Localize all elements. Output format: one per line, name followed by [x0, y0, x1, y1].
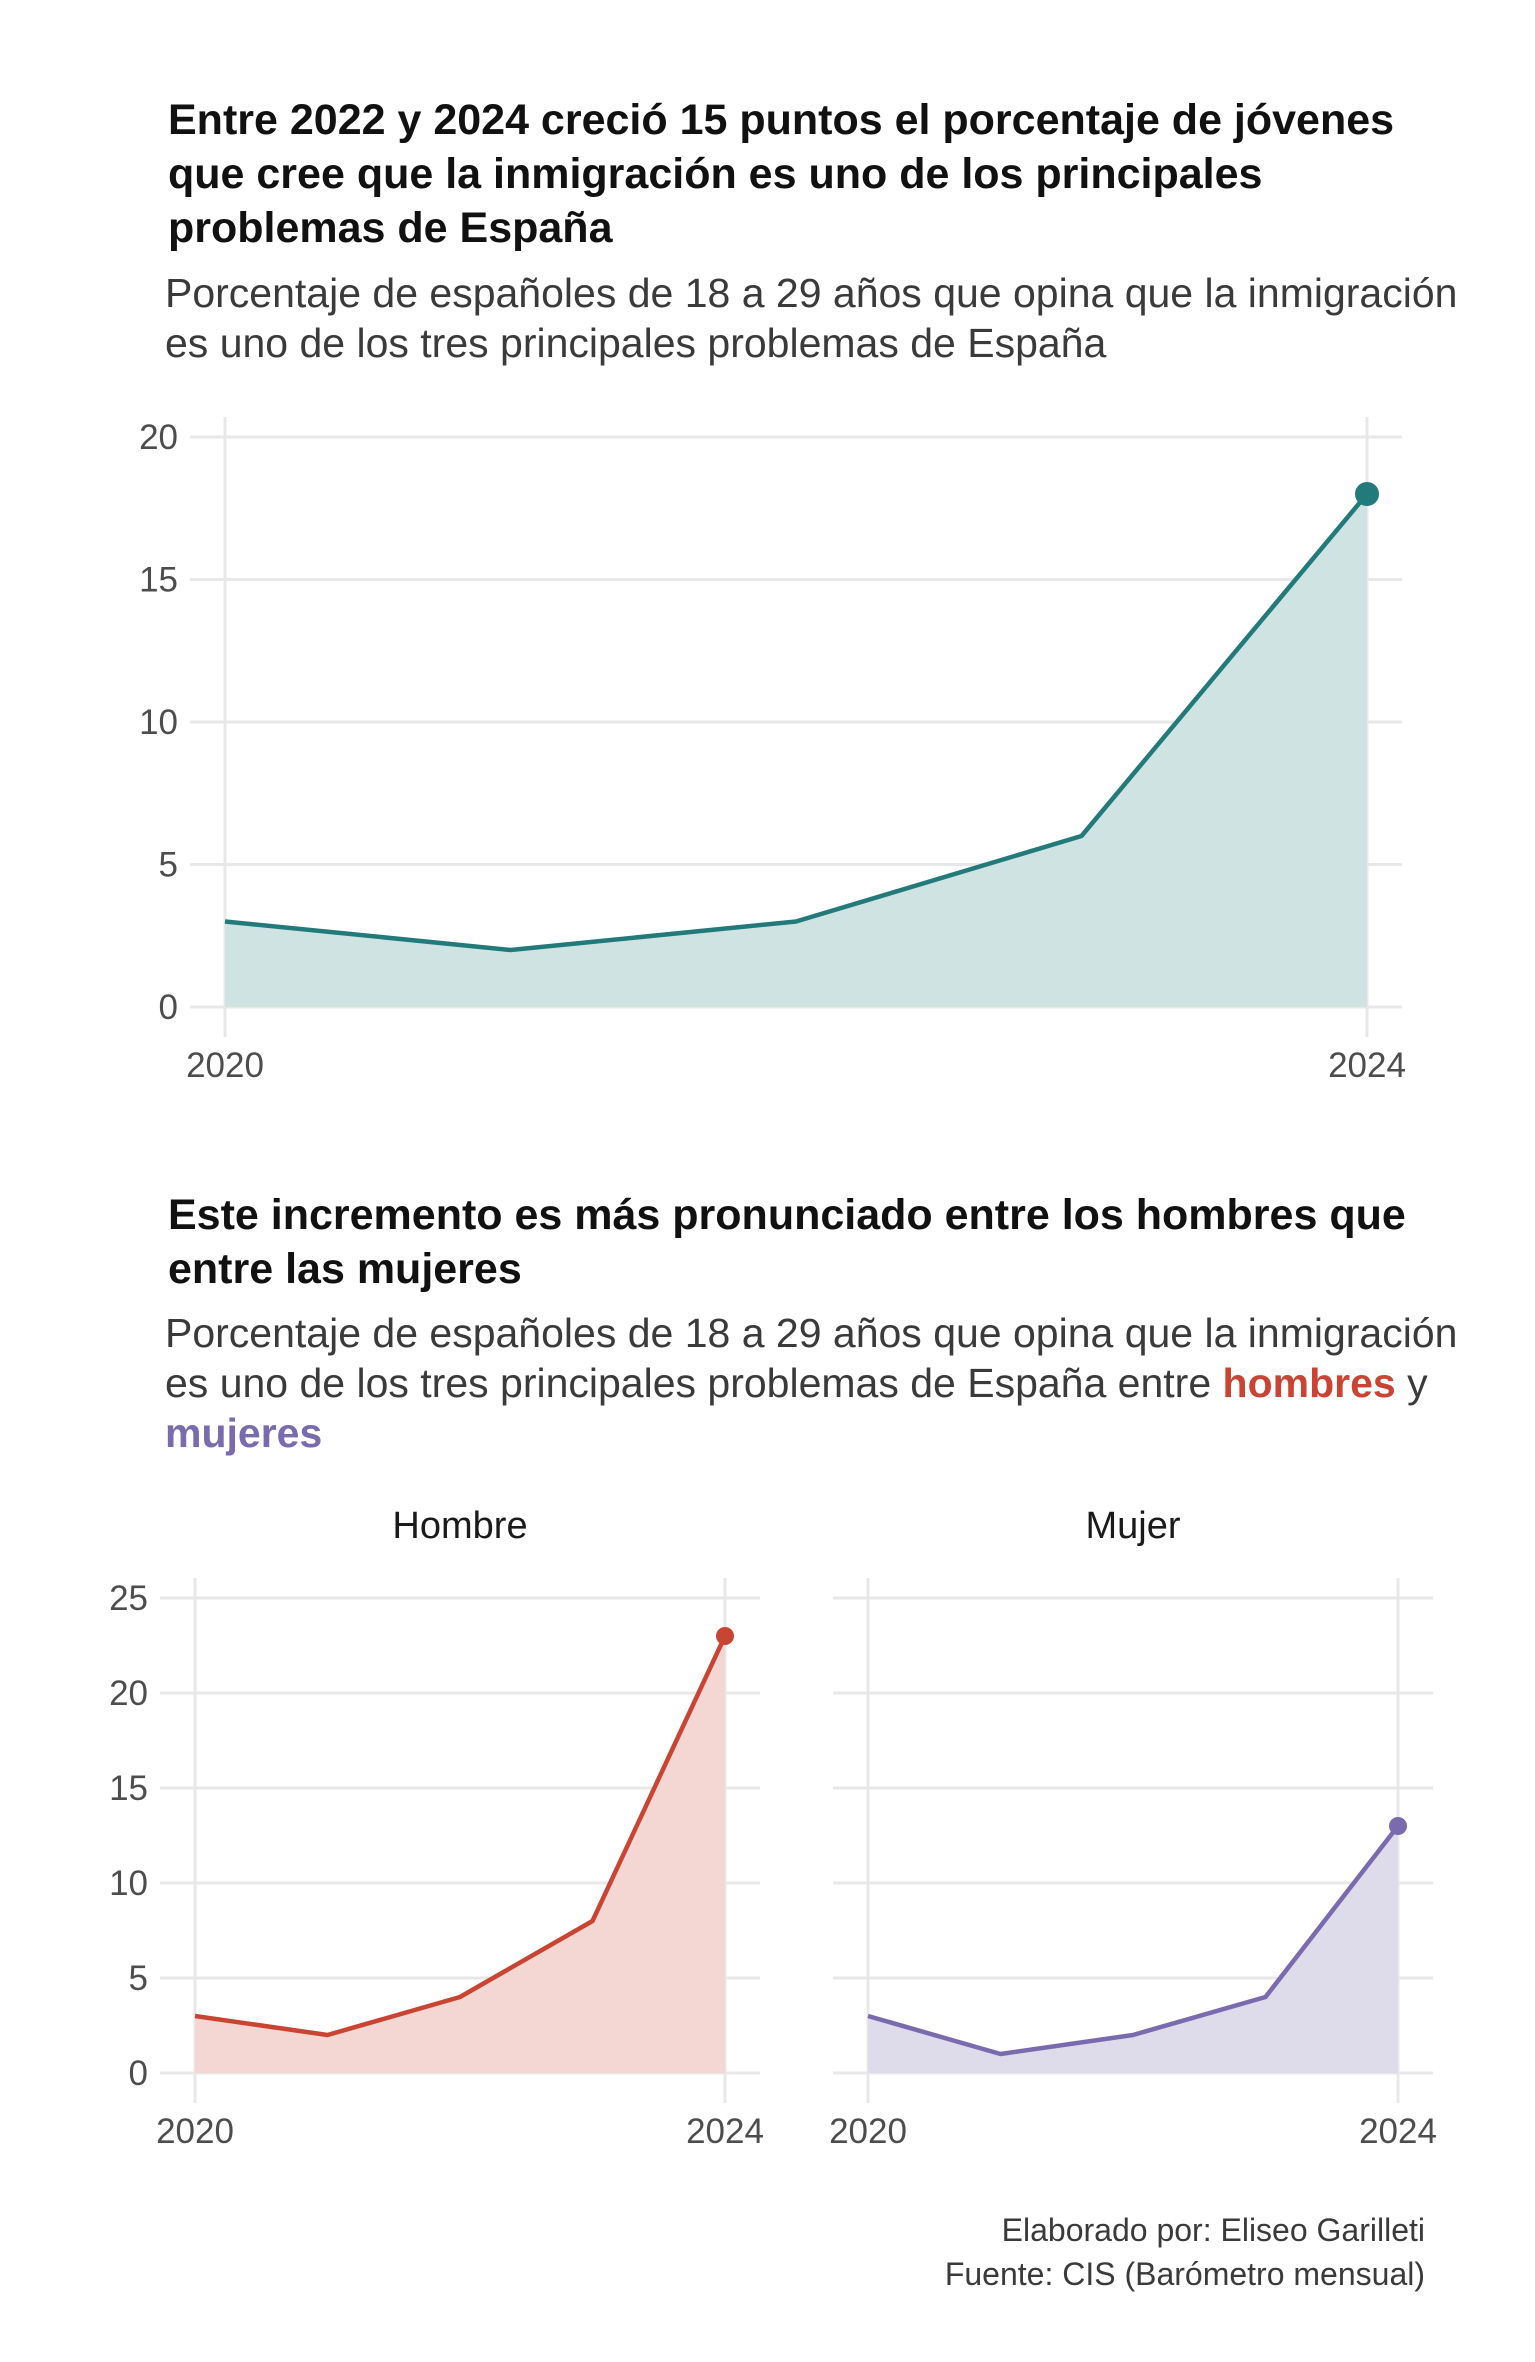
chart2-facet-1-area	[195, 1636, 725, 2073]
chart1-y-tick-label: 10	[139, 703, 178, 742]
chart2-subtitle-women: mujeres	[165, 1410, 323, 1456]
caption-author: Elaborado por: Eliseo Garilleti	[1001, 2212, 1425, 2248]
chart2-facet-1-y-tick-label: 25	[109, 1579, 148, 1618]
chart1-area	[225, 494, 1367, 1007]
chart2-facet-2-x-tick-label: 2024	[1359, 2112, 1437, 2151]
chart2-facet-1-x-tick-label: 2024	[686, 2112, 764, 2151]
chart1-title: Entre 2022 y 2024 creció 15 puntos el po…	[168, 96, 1395, 252]
chart1-subtitle: Porcentaje de españoles de 18 a 29 años …	[165, 270, 1458, 366]
chart1-y-tick-label: 5	[159, 846, 178, 885]
chart2-facet-1-x-tick-label: 2020	[156, 2112, 234, 2151]
chart2-facet-1-y-tick-label: 10	[109, 1864, 148, 1903]
chart2-facet-1-facet-label: Hombre	[392, 1505, 527, 1547]
chart2-facet-1-y-tick-label: 5	[129, 1959, 148, 1998]
chart2-facet-1-line	[194, 1635, 728, 2038]
chart1-x-tick-label: 2020	[186, 1046, 264, 1085]
chart2-facet-2-line	[867, 1824, 1400, 2057]
chart2-subtitle-men: hombres	[1222, 1360, 1396, 1406]
chart2-subtitle-text: Porcentaje de españoles de 18 a 29 años …	[165, 1310, 1458, 1406]
chart1-end-point	[1355, 482, 1379, 506]
chart2-subtitle: Porcentaje de españoles de 18 a 29 años …	[165, 1308, 1505, 1458]
chart2-facet-2-end-point	[1389, 1817, 1407, 1835]
chart1-y-tick-label: 15	[139, 561, 178, 600]
caption: Elaborado por: Eliseo Garilleti Fuente: …	[945, 2208, 1425, 2296]
chart1-y-tick-label: 0	[159, 988, 178, 1027]
chart2-facet-1-end-point	[716, 1627, 734, 1645]
chart2-facet-1-y-tick-label: 15	[109, 1769, 148, 1808]
chart2-facet-2-facet-label: Mujer	[1085, 1505, 1180, 1547]
chart1-x-tick-label: 2024	[1328, 1046, 1406, 1085]
chart2-subtitle-and: y	[1407, 1360, 1428, 1406]
chart1-line	[224, 492, 1369, 953]
chart2-title: Este incremento es más pronunciado entre…	[168, 1191, 1406, 1293]
chart2-facet-2-area	[868, 1826, 1398, 2073]
chart2-facet-1-y-tick-label: 0	[129, 2054, 148, 2093]
chart2-faceted-area-chart: 0 5 10 15 20 25 2020 2024 Hombre 2020 2024 Mujer	[109, 1505, 1437, 2151]
chart2-facet-2-x-tick-label: 2020	[829, 2112, 907, 2151]
caption-source: Fuente: CIS (Barómetro mensual)	[944, 2256, 1425, 2292]
chart1-y-tick-label: 20	[139, 418, 178, 457]
chart2-facet-1-y-tick-label: 20	[109, 1674, 148, 1713]
